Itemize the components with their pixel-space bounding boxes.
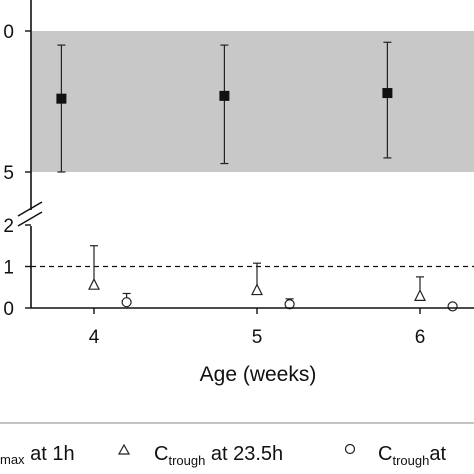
- x-axis-title: Age (weeks): [200, 363, 317, 386]
- cmax-point: [219, 90, 230, 101]
- legend-subscript: max: [0, 452, 25, 467]
- legend-subscript: trough: [392, 453, 429, 468]
- x-tick-label: 6: [415, 327, 426, 348]
- x-tick-label: 4: [89, 327, 100, 348]
- x-tick-label: 5: [252, 327, 263, 348]
- legend-suffix: at 23.5h: [205, 443, 283, 465]
- legend-label-ctrough-23h: Ctrough at 23.5h: [154, 443, 283, 468]
- ctrough-23h-point: [251, 283, 263, 296]
- lower-y-tick-label: 2: [3, 216, 14, 237]
- upper-panel: 05: [3, 0, 474, 227]
- legend-suffix: at 1h: [25, 443, 75, 465]
- legend-label-cmax: max at 1h: [0, 443, 75, 467]
- axis-break-mark: [17, 211, 43, 227]
- legend-main: C: [154, 443, 168, 465]
- legend-label-ctrough-24h: Ctroughat: [378, 443, 446, 468]
- legend-suffix: at: [429, 443, 446, 465]
- upper-y-tick-label: 0: [3, 22, 14, 43]
- lower-y-tick-label: 1: [3, 258, 14, 279]
- upper-y-tick-label: 5: [3, 163, 14, 184]
- axis-break-mark: [17, 201, 43, 217]
- ctrough-23h-point: [414, 289, 426, 301]
- legend-circle-marker: [344, 443, 356, 455]
- legend-triangle-marker: [117, 443, 131, 455]
- ctrough-24h-point: [447, 301, 458, 312]
- x-axis: 4 5 6 Age (weeks): [31, 307, 474, 386]
- cmax-point: [382, 88, 393, 99]
- legend-subscript: trough: [168, 453, 205, 468]
- ctrough-23h-point: [88, 277, 100, 290]
- legend: max at 1h Ctrough at 23.5h Ctroughat: [0, 422, 474, 468]
- ctrough-24h-point: [121, 297, 132, 308]
- reference-range-band: [31, 31, 474, 172]
- legend-main: C: [378, 443, 392, 465]
- lower-panel: 2 1 0: [3, 216, 474, 320]
- cmax-point: [56, 93, 67, 104]
- lower-y-tick-label: 0: [3, 299, 14, 320]
